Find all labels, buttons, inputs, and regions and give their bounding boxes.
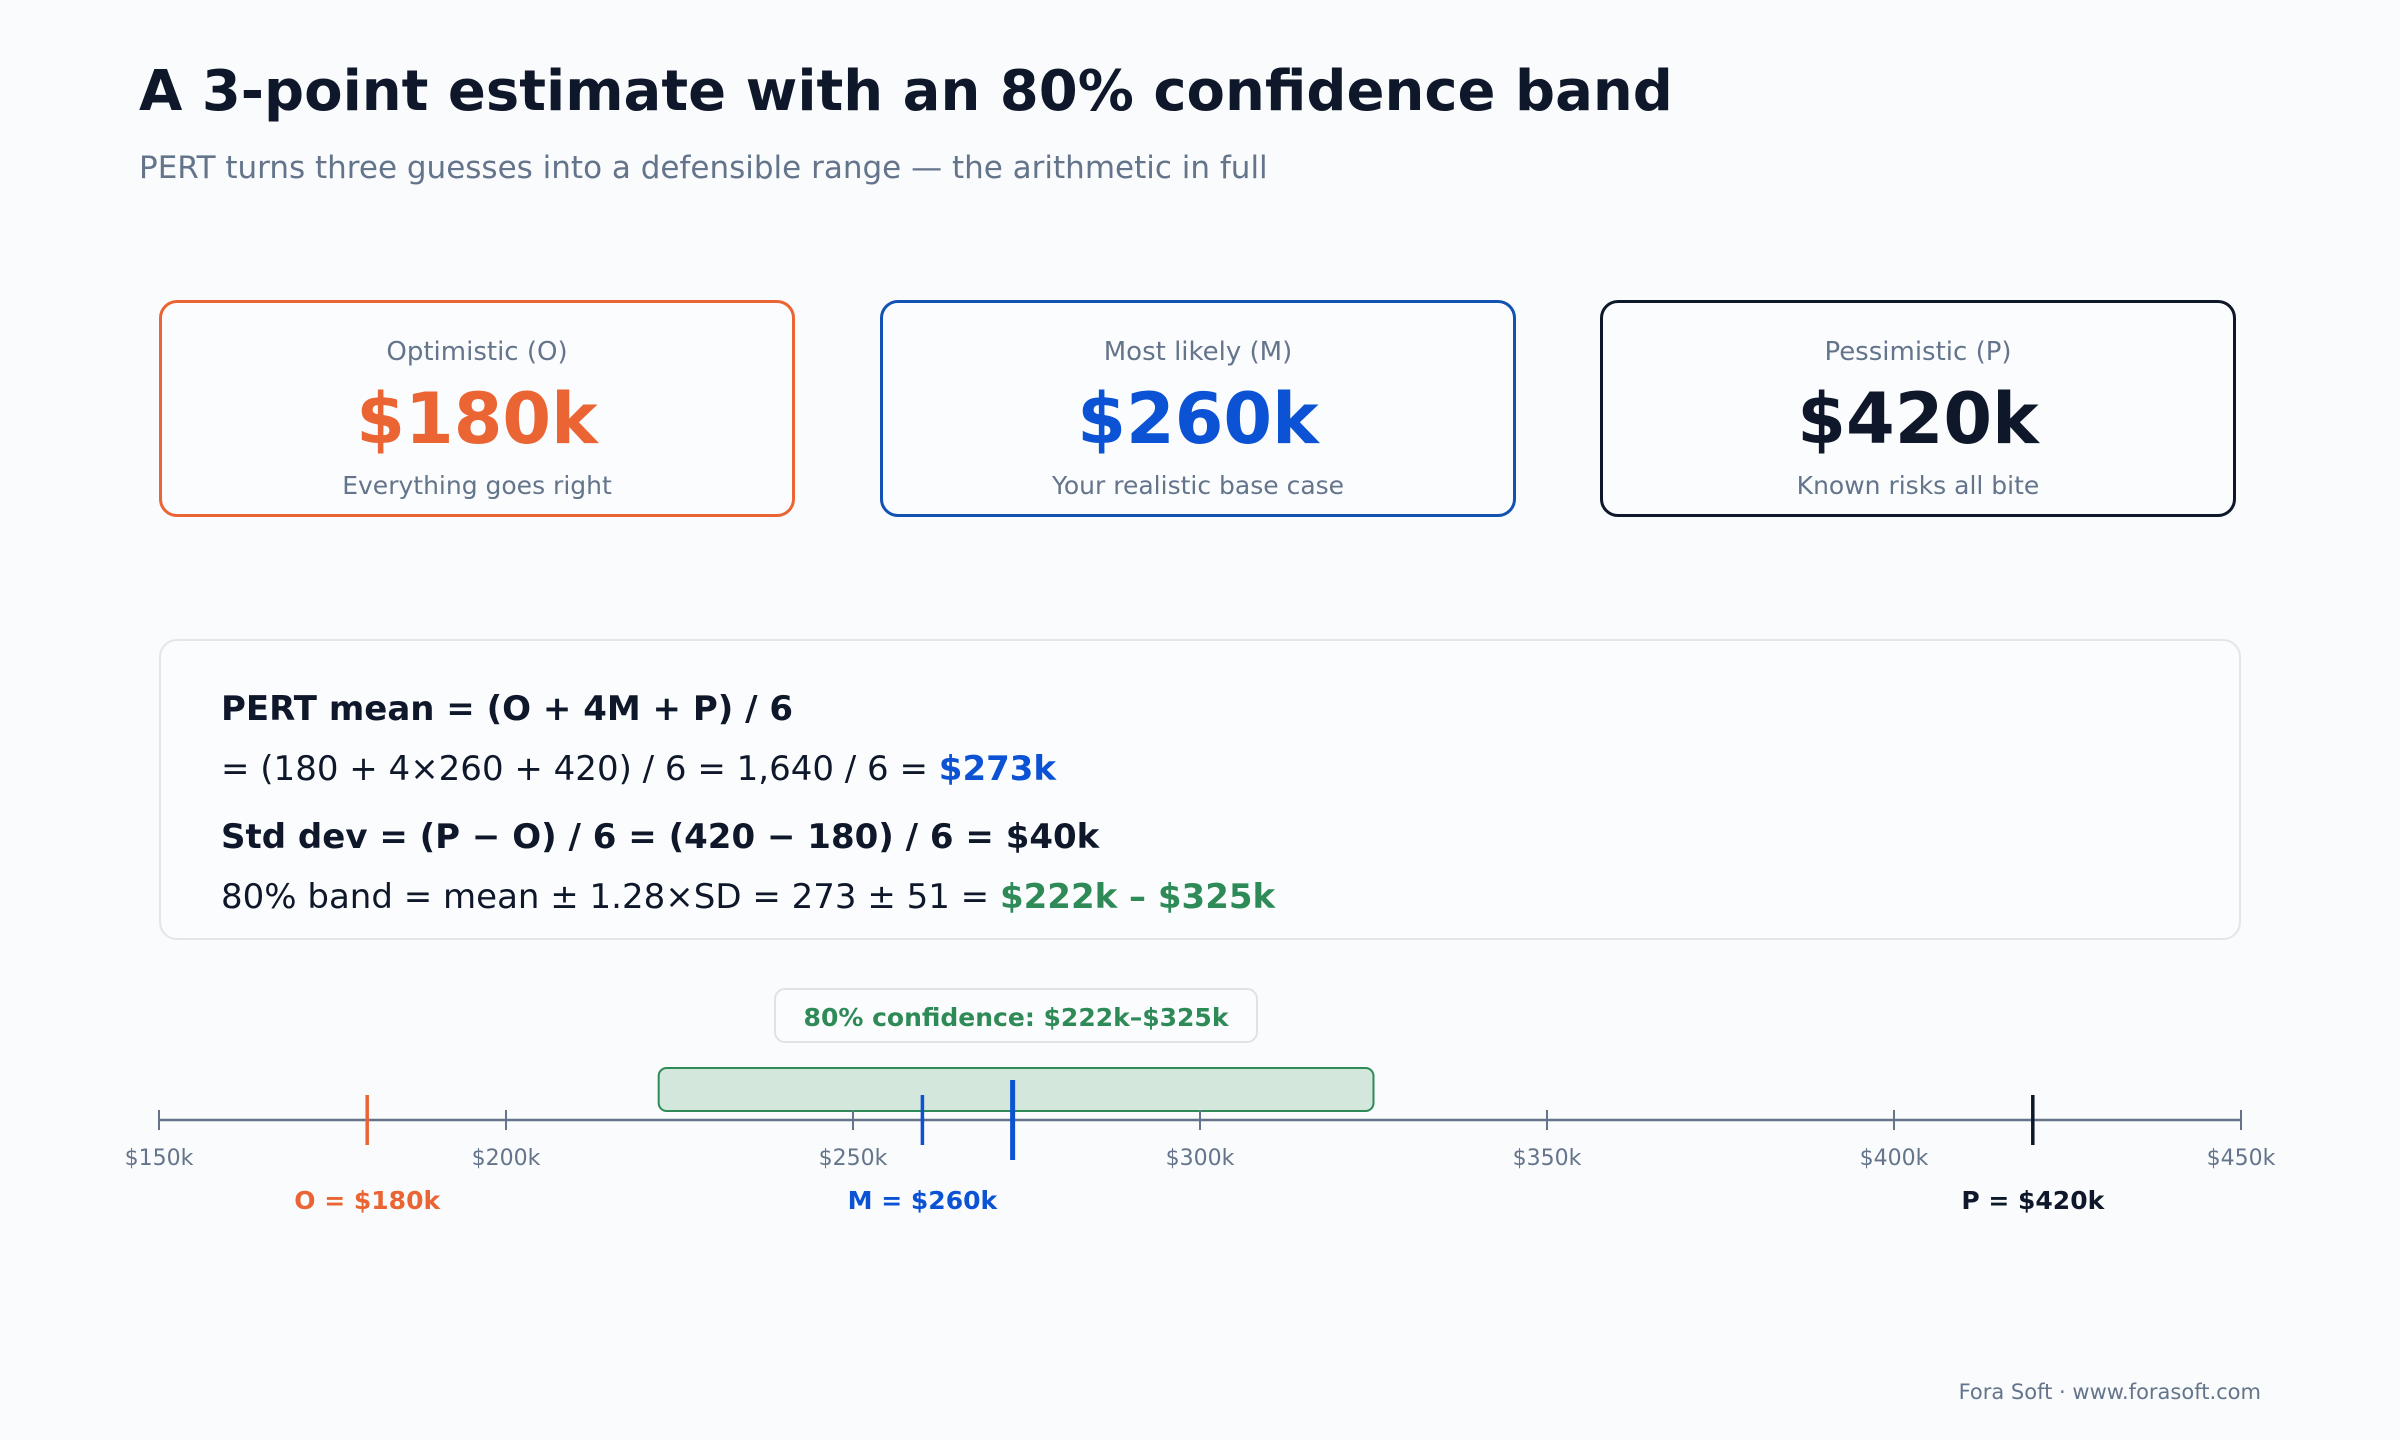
axis-tick-label: $150k <box>125 1146 194 1171</box>
pessimistic-card: Pessimistic (P) $420k Known risks all bi… <box>1600 300 2236 517</box>
footer-credit: Fora Soft · www.forasoft.com <box>1958 1380 2261 1404</box>
axis-tick-label: $350k <box>1513 1146 1582 1171</box>
pert-mean-formula: PERT mean = (O + 4M + P) / 6 <box>221 689 794 729</box>
axis-tick-label: $300k <box>1166 1146 1235 1171</box>
page-title: A 3-point estimate with an 80% confidenc… <box>139 59 1673 124</box>
std-dev-formula: Std dev = (P − O) / 6 = (420 − 180) / 6 … <box>221 817 1100 857</box>
estimate-marker-label: M = $260k <box>848 1186 999 1215</box>
band-arithmetic: 80% band = mean ± 1.28×SD = 273 ± 51 = <box>221 877 1000 917</box>
pert-mean-result: $273k <box>938 749 1057 789</box>
page-subtitle: PERT turns three guesses into a defensib… <box>139 150 1268 186</box>
most-likely-note: Your realistic base case <box>1051 471 1345 500</box>
confidence-band <box>657 1067 1375 1112</box>
axis-tick-label: $200k <box>472 1146 541 1171</box>
axis-tick-label: $250k <box>819 1146 888 1171</box>
axis-tick-label: $450k <box>2207 1146 2276 1171</box>
range-axis: 80% confidence: $222k–$325k $150k $200k $2… <box>125 988 2276 1215</box>
band-label: 80% confidence: $222k–$325k <box>804 1003 1230 1032</box>
band-label-box <box>774 988 1258 1043</box>
band-result: $222k – $325k <box>999 877 1276 917</box>
pessimistic-note: Known risks all bite <box>1796 471 2040 500</box>
estimate-marker-label: P = $420k <box>1961 1186 2105 1215</box>
pessimistic-value: $420k <box>1797 378 2039 460</box>
formula-panel: PERT mean = (O + 4M + P) / 6 = (180 + 4×… <box>159 639 2241 940</box>
pert-mean-calculation: = (180 + 4×260 + 420) / 6 = 1,640 / 6 = … <box>221 749 1056 789</box>
optimistic-value: $180k <box>356 378 598 460</box>
band-calculation: 80% band = mean ± 1.28×SD = 273 ± 51 = $… <box>221 877 1275 917</box>
most-likely-value: $260k <box>1077 378 1319 460</box>
optimistic-note: Everything goes right <box>342 471 612 500</box>
pert-mean-arithmetic: = (180 + 4×260 + 420) / 6 = 1,640 / 6 = <box>221 749 939 789</box>
axis-tick-label: $400k <box>1860 1146 1929 1171</box>
estimate-marker-label: O = $180k <box>294 1186 441 1215</box>
most-likely-card: Most likely (M) $260k Your realistic bas… <box>880 300 1516 517</box>
pessimistic-label: Pessimistic (P) <box>1824 337 2012 367</box>
optimistic-card: Optimistic (O) $180k Everything goes rig… <box>159 300 795 517</box>
optimistic-label: Optimistic (O) <box>386 337 568 367</box>
most-likely-label: Most likely (M) <box>1103 337 1293 367</box>
